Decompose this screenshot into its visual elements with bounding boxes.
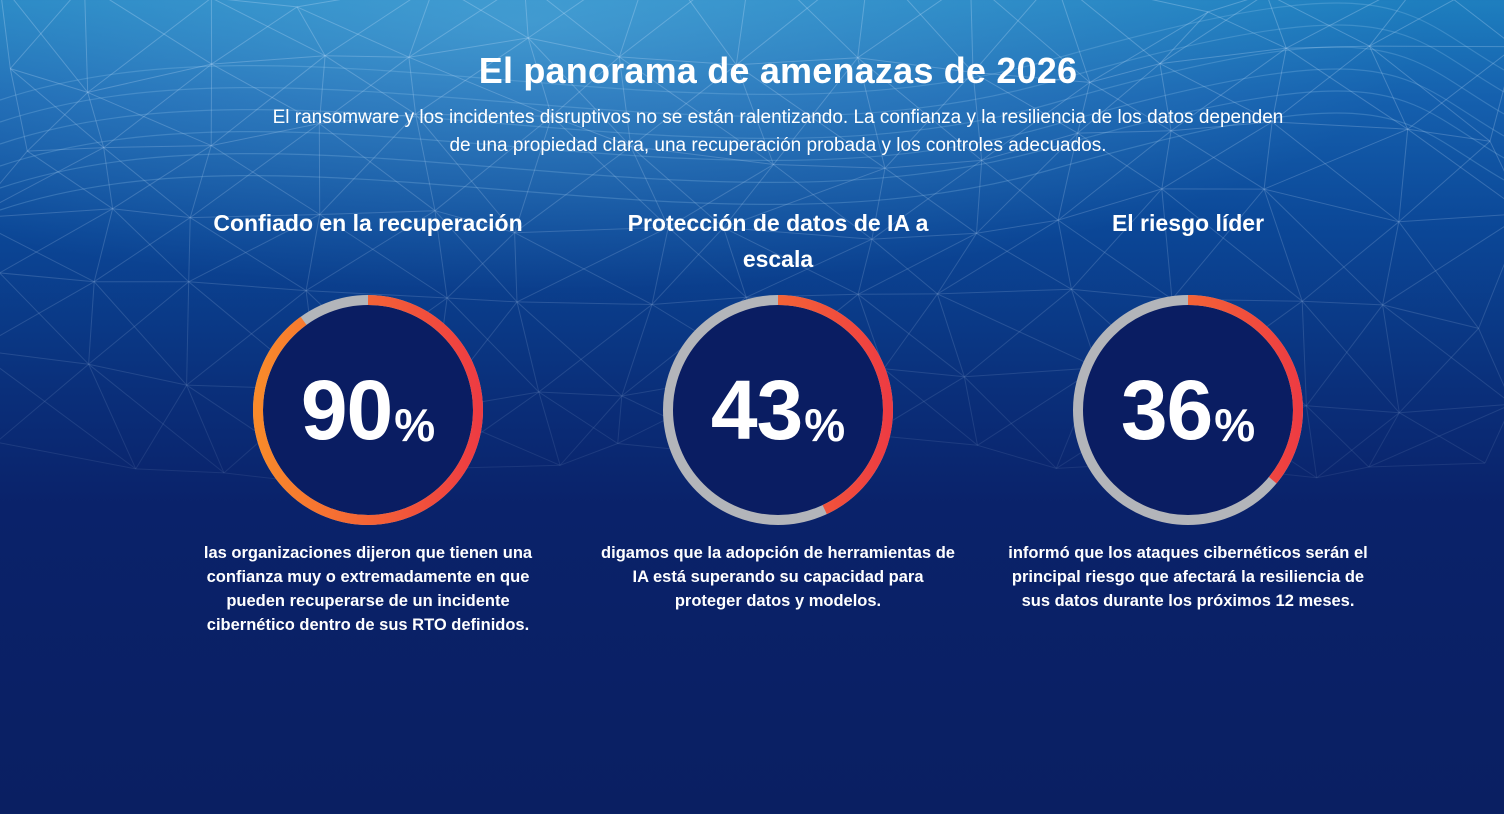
progress-ring: 36% [1073, 295, 1303, 525]
stat-description: digamos que la adopción de herramientas … [601, 544, 955, 610]
stat-description: las organizaciones dijeron que tienen un… [203, 544, 533, 634]
stat-description: informó que los ataques cibernéticos ser… [1008, 544, 1368, 610]
page-title: El panorama de amenazas de 2026 [478, 50, 1078, 91]
stat-card-ai-data-protection: Protección de datos de IA a escala 43% d… [598, 205, 958, 725]
progress-ring: 43% [663, 295, 893, 525]
stat-number: 36 [1120, 363, 1213, 457]
ring-inner-disc [262, 304, 474, 516]
progress-ring-graphic [1073, 295, 1303, 525]
percent-sign: % [1214, 399, 1256, 451]
ring-inner-disc [1082, 304, 1294, 516]
percent-sign: % [804, 399, 846, 451]
page-subtitle: El ransomware y los incidentes disruptiv… [272, 107, 1284, 156]
stat-number: 43 [710, 363, 803, 457]
stat-title: Protección de datos de IA a escala [627, 210, 929, 272]
percent-sign: % [394, 399, 436, 451]
stat-value: 36% [1073, 295, 1303, 525]
ring-progress-arc [663, 295, 893, 525]
stat-title: Confiado en la recuperación [213, 210, 523, 236]
stat-value: 43% [663, 295, 893, 525]
wave-lines [0, 2, 1504, 211]
ring-inner-disc [672, 304, 884, 516]
ring-progress-arc [1073, 295, 1303, 525]
stat-number: 90 [300, 363, 393, 457]
progress-ring-graphic [253, 295, 483, 525]
stat-value: 90% [253, 295, 483, 525]
stat-card-recovery-confidence: Confiado en la recuperación 90% las orga… [188, 205, 548, 725]
stat-title: El riesgo líder [1111, 210, 1265, 236]
stat-card-leading-risk: El riesgo líder 36% informó que los ataq… [1008, 205, 1368, 725]
progress-ring: 90% [253, 295, 483, 525]
progress-ring-graphic [663, 295, 893, 525]
ring-progress-arc [253, 295, 483, 525]
